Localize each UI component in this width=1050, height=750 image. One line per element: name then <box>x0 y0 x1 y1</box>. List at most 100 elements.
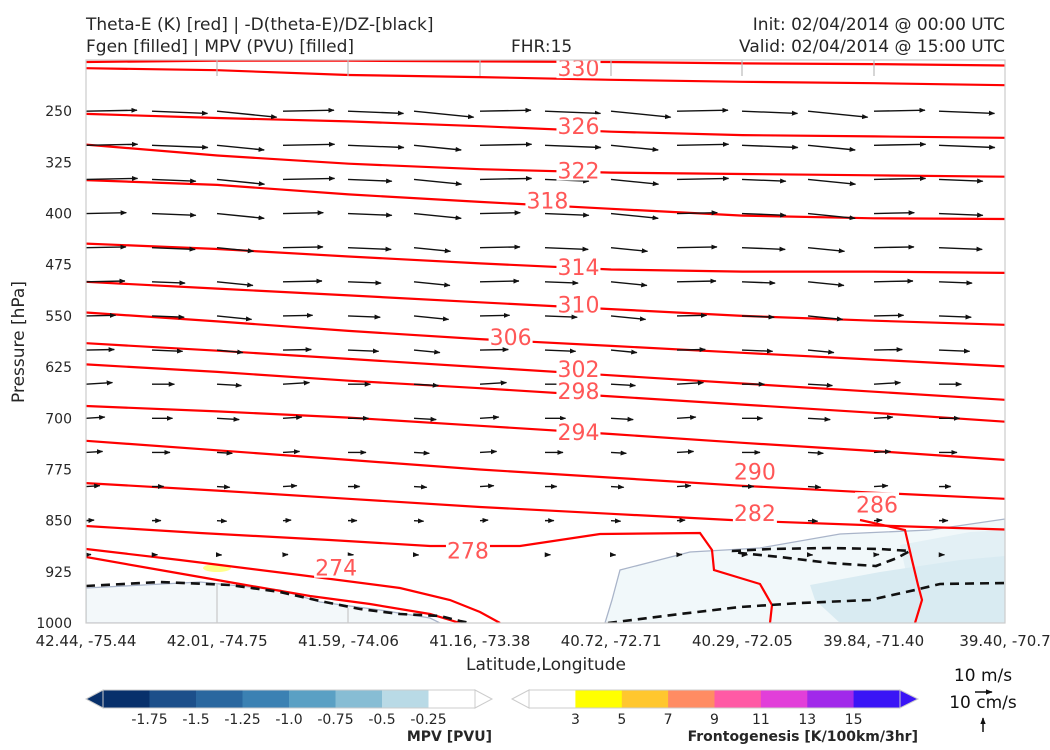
wind-arrow <box>413 416 437 422</box>
contour-label-282: 282 <box>734 502 776 527</box>
wind-arrow <box>807 349 835 355</box>
wind-arrow <box>741 212 787 218</box>
wind-arrow <box>86 278 126 284</box>
contour-label-294: 294 <box>557 421 599 446</box>
wind-arrow <box>938 280 973 286</box>
theta-e-contour-298 <box>86 363 1005 423</box>
wind-arrow <box>676 449 695 455</box>
wind-arrow <box>86 312 117 318</box>
wind-arrow <box>413 281 451 288</box>
fgen-colorbar-tick: 11 <box>752 712 770 728</box>
fgen-colorbar-tick: 3 <box>571 712 580 728</box>
wind-arrow <box>807 382 834 388</box>
wind-arrow <box>86 347 115 353</box>
wind-arrow <box>413 450 430 456</box>
wind-arrow <box>216 178 266 187</box>
wind-arrow <box>347 348 380 354</box>
x-axis-label: Latitude,Longitude <box>466 655 626 675</box>
mpv-colorbar-tick: -1.0 <box>275 712 302 728</box>
wind-arrow <box>873 517 883 523</box>
y-tick-label: 325 <box>45 155 72 171</box>
fgen-colorbar-swatch <box>714 690 762 708</box>
wind-arrow <box>676 312 708 318</box>
chart-title-line-1: Theta-E (K) [red] | -D(theta-E)/DZ-[blac… <box>86 15 434 35</box>
wind-arrow <box>610 178 660 187</box>
contour-label-mask <box>556 158 601 181</box>
wind-arrow <box>873 483 889 489</box>
contour-label-mask <box>556 292 601 315</box>
x-tick-label: 42.44, -75.44 <box>36 632 137 650</box>
wind-arrow <box>282 347 312 353</box>
top-ticks <box>216 60 875 76</box>
theta-e-contour-334 <box>86 60 1005 67</box>
wind-key-vertical: 10 cm/s <box>949 693 1017 713</box>
wind-arrow <box>544 110 602 116</box>
wind-arrow <box>544 246 589 252</box>
wind-arrow <box>807 518 819 524</box>
theta-e-contour-278 <box>86 547 501 623</box>
fgen-colorbar-swatch <box>807 690 855 708</box>
wind-arrow <box>216 349 244 355</box>
contour-label-314: 314 <box>557 256 599 281</box>
wind-arrow <box>479 107 532 113</box>
mpv-colorbar-label: MPV [PVU] <box>407 729 492 745</box>
wind-arrow <box>544 144 602 150</box>
wind-arrow <box>479 210 521 216</box>
wind-arrow <box>807 484 822 490</box>
wind-arrow <box>873 312 905 318</box>
wind-arrow <box>873 347 903 353</box>
wind-arrow <box>873 278 914 284</box>
wind-arrow <box>676 278 717 284</box>
fgen-colorbar-tick: 9 <box>710 712 719 728</box>
fgen-colorbar-swatch <box>575 690 623 708</box>
wind-arrow <box>347 144 405 150</box>
mpv-colorbar-swatch <box>428 690 476 708</box>
wind-arrow <box>413 246 452 254</box>
wind-arrow <box>151 178 197 184</box>
fgen-colorbar-swatch <box>668 690 715 708</box>
wind-arrow <box>282 517 292 523</box>
fgen-colorbar-tick: 5 <box>617 712 626 728</box>
contour-label-290: 290 <box>734 461 776 486</box>
wind-arrow <box>610 349 638 355</box>
wind-arrow <box>216 144 265 152</box>
wind-arrow <box>873 414 894 420</box>
wind-arrow <box>610 144 659 152</box>
wind-arrow <box>479 278 520 284</box>
wind-arrow <box>282 380 311 386</box>
theta-e-contour-326 <box>86 112 1005 139</box>
wind-arrow <box>938 314 972 320</box>
contour-label-mask <box>556 254 601 277</box>
wind-arrow <box>544 314 578 320</box>
wind-arrow <box>610 450 627 456</box>
contour-label-278: 278 <box>447 540 489 565</box>
wind-arrow <box>347 246 392 252</box>
wind-arrow <box>807 178 857 187</box>
wind-arrow <box>676 141 730 147</box>
wind-arrow <box>610 518 622 524</box>
valid-time: Valid: 02/04/2014 @ 15:00 UTC <box>739 37 1005 57</box>
wind-arrow <box>413 178 463 187</box>
wind-arrow <box>807 315 844 322</box>
theta-e-contour-294 <box>86 404 1005 461</box>
contour-label-mask <box>732 501 777 524</box>
y-axis-label: Pressure [hPa] <box>9 281 29 403</box>
fgen-colorbar-tick: 13 <box>798 712 816 728</box>
wind-arrow <box>347 280 382 286</box>
x-tick-label: 40.72, -72.71 <box>561 632 662 650</box>
wind-arrow <box>216 246 255 254</box>
dthetae-dz-contour <box>86 580 471 623</box>
wind-arrow <box>610 416 634 422</box>
contour-label-274: 274 <box>315 557 357 582</box>
wind-arrow <box>86 210 127 216</box>
wind-arrow <box>347 212 393 218</box>
wind-arrow <box>282 210 324 216</box>
contour-label-mask <box>855 492 900 515</box>
x-tick-label: 40.29, -72.05 <box>692 632 793 650</box>
wind-arrow <box>413 382 440 388</box>
wind-arrow <box>86 380 114 386</box>
mpv-fill-region <box>810 556 1005 623</box>
contour-label-mask <box>556 357 601 380</box>
wind-arrow <box>938 246 983 252</box>
mpv-colorbar-tick: -0.5 <box>368 712 395 728</box>
